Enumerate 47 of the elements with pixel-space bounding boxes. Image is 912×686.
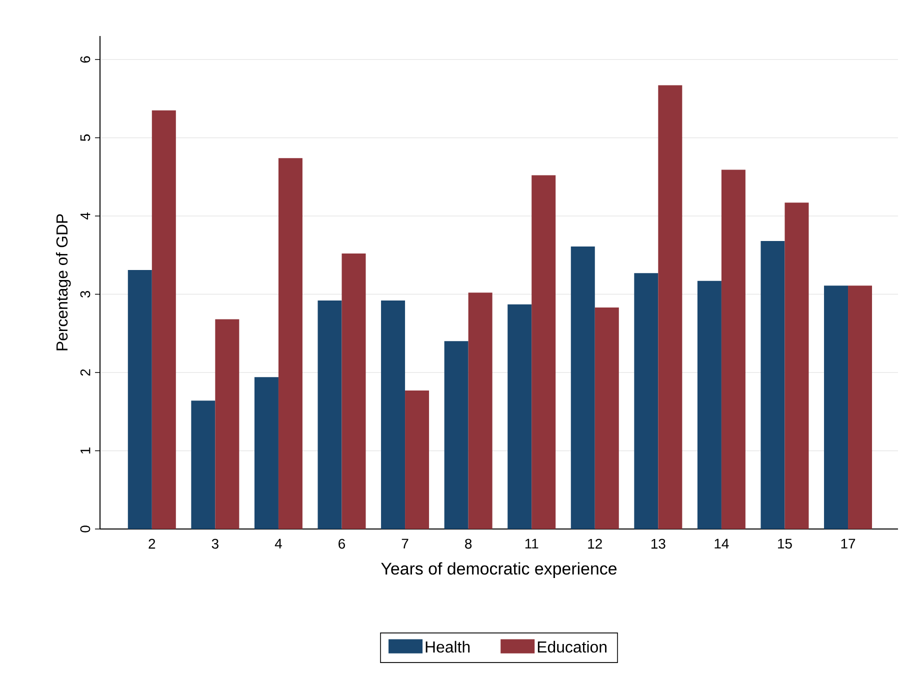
- y-axis-title: Percentage of GDP: [56, 214, 71, 350]
- bar: [278, 158, 302, 529]
- x-tick-label: 8: [465, 538, 472, 549]
- bar: [254, 377, 278, 529]
- bar: [594, 308, 619, 529]
- legend-label: Education: [538, 640, 606, 653]
- x-tick-label: 11: [525, 538, 538, 548]
- y-tick-label: 2: [80, 369, 90, 376]
- y-tick-label: 6: [80, 56, 90, 63]
- x-tick-label: 7: [402, 538, 408, 548]
- bar: [381, 300, 406, 529]
- bar: [444, 341, 468, 529]
- y-tick-label: 5: [80, 134, 90, 142]
- bar: [824, 286, 848, 529]
- bar: [532, 175, 556, 529]
- bar: [658, 85, 682, 529]
- bar: [760, 241, 785, 529]
- y-tick-label: 4: [80, 212, 90, 220]
- bar: [152, 110, 176, 529]
- bar: [318, 300, 342, 529]
- bar: [848, 286, 872, 529]
- bar: [570, 246, 595, 529]
- x-tick-label: 13: [651, 538, 666, 549]
- y-tick-label: 3: [80, 290, 90, 298]
- x-tick-label: 12: [588, 538, 602, 549]
- bar: [191, 400, 216, 529]
- bar: [634, 273, 658, 529]
- bar: [697, 280, 722, 529]
- x-tick-label: 3: [212, 538, 218, 549]
- bar: [128, 270, 152, 529]
- bar: [342, 254, 366, 529]
- y-tick-label: 1: [80, 448, 90, 454]
- x-tick-label: 14: [714, 538, 729, 548]
- x-axis-title: Years of democratic experience: [381, 562, 617, 578]
- legend-label: Health: [426, 640, 470, 653]
- x-tick-label: 15: [778, 538, 792, 549]
- x-tick-label: 6: [338, 538, 346, 549]
- x-tick-label: 4: [274, 538, 282, 548]
- bar: [468, 292, 492, 529]
- x-tick-label: 17: [841, 538, 856, 548]
- bar: [508, 304, 532, 529]
- bar: [215, 319, 240, 529]
- bar: [784, 202, 809, 529]
- y-tick-label: 0: [80, 526, 90, 532]
- x-tick-label: 2: [148, 538, 156, 549]
- bar: [405, 390, 430, 529]
- bar: [721, 170, 746, 529]
